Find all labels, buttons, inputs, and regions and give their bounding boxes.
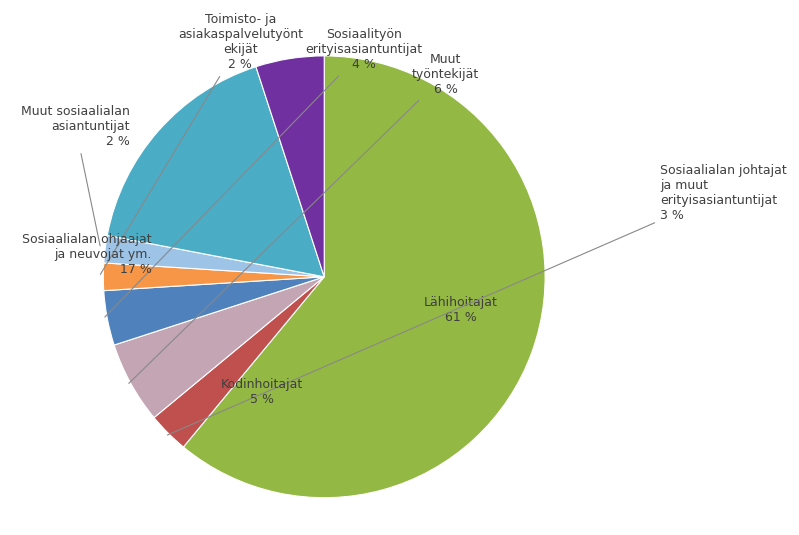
Wedge shape: [104, 235, 324, 277]
Wedge shape: [104, 277, 324, 345]
Wedge shape: [107, 67, 324, 277]
Wedge shape: [256, 56, 324, 277]
Wedge shape: [184, 56, 545, 498]
Text: Toimisto- ja
asiakaspalvelutyönt
ekijät
2 %: Toimisto- ja asiakaspalvelutyönt ekijät …: [101, 13, 303, 274]
Text: Muut sosiaalialan
asiantuntijat
2 %: Muut sosiaalialan asiantuntijat 2 %: [21, 105, 129, 246]
Text: Lähihoitajat
61 %: Lähihoitajat 61 %: [424, 296, 498, 324]
Wedge shape: [103, 263, 324, 291]
Wedge shape: [154, 277, 324, 447]
Text: Kodinhoitajat
5 %: Kodinhoitajat 5 %: [221, 378, 304, 406]
Text: Sosiaalityön
erityisasiantuntijat
4 %: Sosiaalityön erityisasiantuntijat 4 %: [105, 28, 423, 317]
Text: Muut
työntekijät
6 %: Muut työntekijät 6 %: [129, 52, 479, 384]
Text: Sosiaalialan ohjaajat
ja neuvojat ym.
17 %: Sosiaalialan ohjaajat ja neuvojat ym. 17…: [22, 233, 152, 276]
Wedge shape: [114, 277, 324, 418]
Text: Sosiaalialan johtajat
ja muut
erityisasiantuntijat
3 %: Sosiaalialan johtajat ja muut erityisasi…: [168, 164, 787, 435]
